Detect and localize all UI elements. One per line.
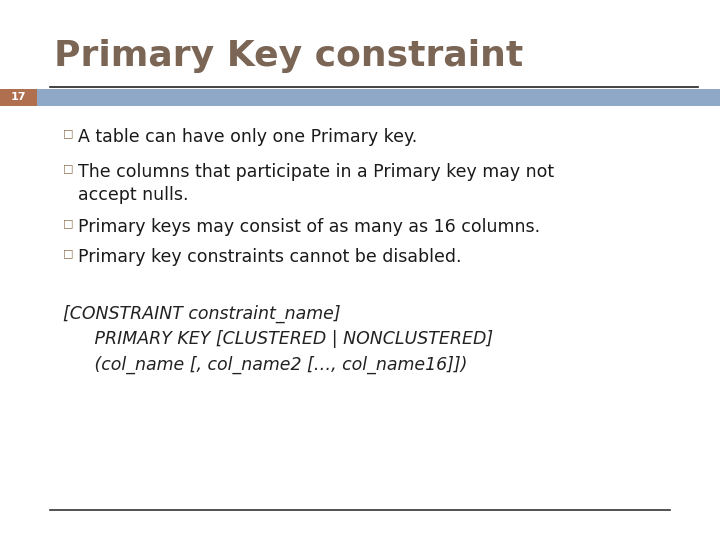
Text: [CONSTRAINT constraint_name]: [CONSTRAINT constraint_name]: [63, 305, 341, 323]
Text: 17: 17: [11, 92, 27, 103]
Text: Primary keys may consist of as many as 16 columns.: Primary keys may consist of as many as 1…: [78, 218, 540, 236]
Text: PRIMARY KEY [CLUSTERED | NONCLUSTERED]: PRIMARY KEY [CLUSTERED | NONCLUSTERED]: [78, 330, 493, 348]
Text: Primary Key constraint: Primary Key constraint: [54, 39, 523, 73]
Text: □: □: [63, 248, 74, 258]
Text: □: □: [63, 218, 74, 228]
Text: A table can have only one Primary key.: A table can have only one Primary key.: [78, 128, 417, 146]
Text: The columns that participate in a Primary key may not
accept nulls.: The columns that participate in a Primar…: [78, 163, 554, 204]
Text: □: □: [63, 163, 74, 173]
Text: (col_name [, col_name2 […, col_name16]]): (col_name [, col_name2 […, col_name16]]): [78, 356, 467, 374]
Text: □: □: [63, 128, 74, 138]
Text: Primary key constraints cannot be disabled.: Primary key constraints cannot be disabl…: [78, 248, 462, 266]
